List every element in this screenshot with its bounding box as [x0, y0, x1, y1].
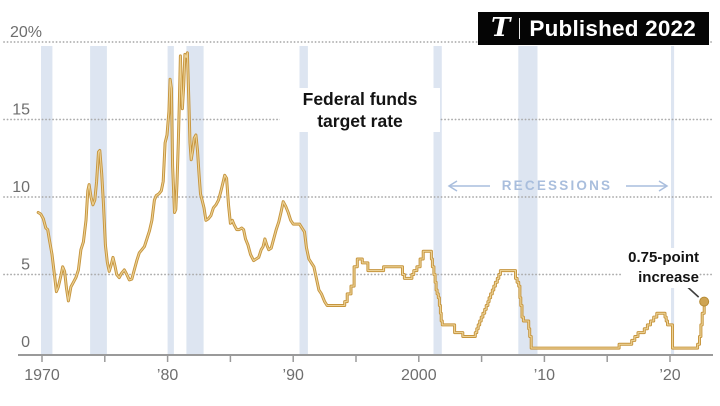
- annotation-pointer-line: [686, 286, 700, 298]
- recession-band: [671, 46, 675, 355]
- x-axis-label: ’80: [157, 367, 178, 384]
- published-badge: T Published 2022: [478, 12, 709, 45]
- rate-line-highlight: [37, 52, 705, 349]
- annotation-line1: 0.75-point: [628, 249, 699, 266]
- y-axis-label: 0: [21, 334, 30, 351]
- series-label-line2: target rate: [317, 111, 403, 131]
- series-label-line1: Federal funds: [302, 89, 418, 109]
- series-label: Federal funds target rate: [280, 88, 440, 132]
- recession-band: [41, 46, 53, 355]
- recessions-arrow-right-head: [658, 180, 669, 192]
- y-axis-label: 5: [21, 257, 30, 274]
- recession-band: [518, 46, 538, 355]
- x-axis-label: ’10: [534, 367, 555, 384]
- recession-band: [90, 46, 107, 355]
- badge-label: Published 2022: [529, 15, 696, 41]
- x-axis-label: ’90: [283, 367, 304, 384]
- recessions-arrow-left-head: [447, 180, 458, 192]
- recession-band: [299, 46, 308, 355]
- x-axis-label: 2000: [401, 367, 437, 384]
- nyt-logo-icon: T: [491, 12, 511, 43]
- x-axis-label: 1970: [24, 367, 60, 384]
- y-axis-label: 15: [12, 102, 30, 119]
- recessions-label: RECESSIONS: [501, 178, 613, 193]
- y-axis-label: 20%: [10, 24, 42, 41]
- rate-increase-annotation: 0.75-point increase: [622, 248, 699, 288]
- badge-separator: [519, 18, 521, 39]
- y-axis-label: 10: [12, 179, 30, 196]
- recession-band: [433, 46, 442, 355]
- recession-band: [167, 46, 174, 355]
- end-point-dot: [699, 296, 710, 307]
- annotation-line2: increase: [638, 269, 699, 286]
- x-axis-label: ’20: [659, 367, 680, 384]
